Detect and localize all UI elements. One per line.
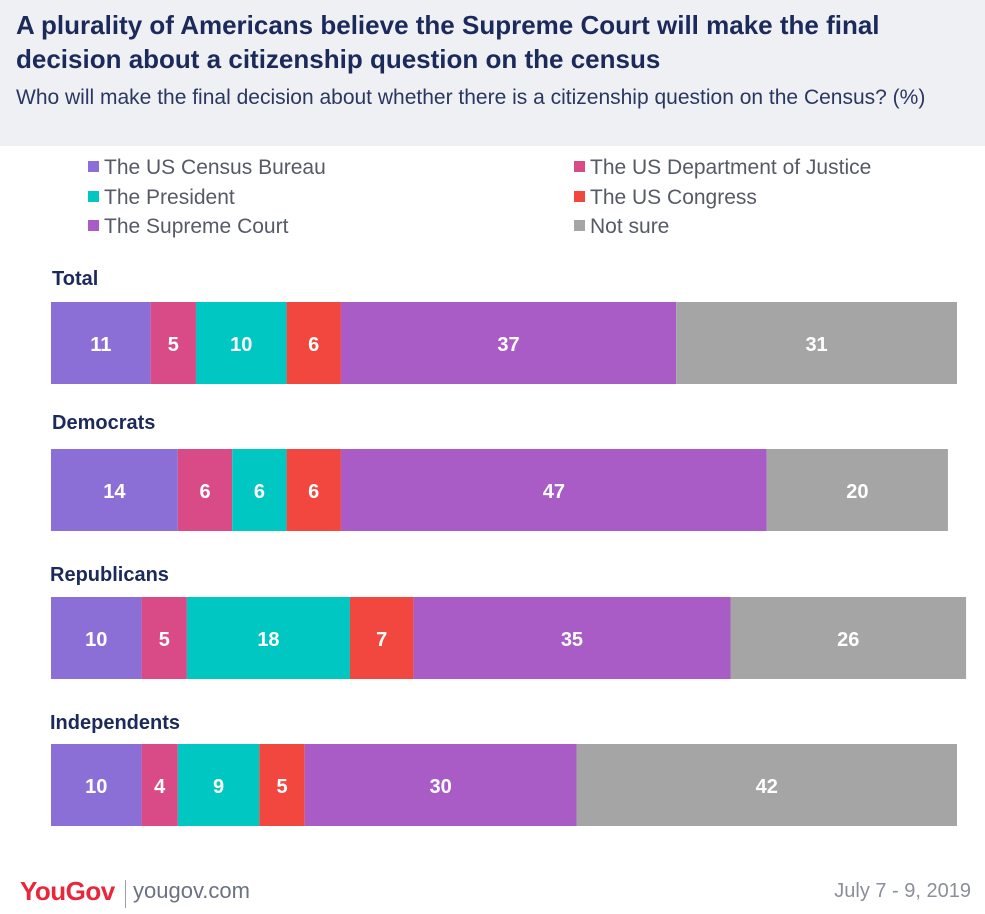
- legend-item-not-sure: Not sure: [574, 214, 669, 240]
- data-label: 20: [846, 481, 868, 503]
- bar-segment: [413, 597, 731, 679]
- bar-segment: [51, 449, 178, 531]
- data-label: 30: [429, 776, 451, 798]
- data-label: 26: [837, 629, 859, 651]
- legend-label: The President: [104, 186, 235, 209]
- data-label: 6: [199, 481, 210, 503]
- data-label: 31: [805, 334, 827, 356]
- data-label: 6: [254, 481, 265, 503]
- data-label: 5: [168, 334, 179, 356]
- footer-date: July 7 - 9, 2019: [834, 880, 971, 902]
- bar-segment: [141, 597, 187, 679]
- legend-swatch: [574, 220, 585, 231]
- bar-segment: [51, 597, 142, 679]
- footer-site: yougov.com: [133, 878, 250, 903]
- group-label-democrats: Democrats: [52, 412, 156, 434]
- legend-item-president: The President: [88, 185, 235, 211]
- chart-title: A plurality of Americans believe the Sup…: [16, 10, 880, 74]
- legend-swatch: [574, 161, 585, 172]
- data-label: 10: [230, 334, 252, 356]
- data-label: 37: [497, 334, 519, 356]
- legend-item-department-of-justice: The US Department of Justice: [574, 155, 871, 181]
- bar-segment: [576, 744, 957, 826]
- bar-segment: [340, 449, 767, 531]
- bar-segment: [340, 302, 677, 384]
- bar-segment: [150, 302, 196, 384]
- bar-segment: [286, 449, 341, 531]
- data-label: 7: [376, 629, 387, 651]
- bar-segment: [232, 449, 287, 531]
- bar-segment: [349, 597, 414, 679]
- chart-subtitle: Who will make the final decision about w…: [16, 86, 926, 109]
- data-label: 18: [257, 629, 279, 651]
- data-label: 11: [90, 334, 111, 356]
- data-label: 47: [543, 481, 565, 503]
- data-label: 42: [756, 776, 778, 798]
- bar-segment: [286, 302, 341, 384]
- bar-segment: [259, 744, 305, 826]
- legend-swatch: [574, 191, 585, 202]
- legend-item-supreme-court: The Supreme Court: [88, 214, 288, 240]
- bar-segment: [730, 597, 967, 679]
- bar-segment: [186, 597, 350, 679]
- data-label: 4: [154, 776, 166, 798]
- group-label-total: Total: [52, 268, 99, 290]
- legend-label: The US Congress: [590, 186, 757, 209]
- group-label-republicans: Republicans: [50, 564, 169, 586]
- bar-segment: [177, 744, 260, 826]
- bar-segment: [766, 449, 948, 531]
- bar-segment: [304, 744, 577, 826]
- yougov-logo: YouGov: [20, 876, 115, 906]
- legend-label: The US Census Bureau: [104, 156, 326, 179]
- bar-segment: [51, 744, 142, 826]
- bar-segment: [141, 744, 178, 826]
- data-label: 35: [561, 629, 583, 651]
- data-label: 10: [85, 776, 107, 798]
- legend-label: Not sure: [590, 215, 670, 238]
- bar-segment: [51, 302, 151, 384]
- data-label: 5: [159, 629, 170, 651]
- legend-swatch: [88, 161, 99, 172]
- data-label: 9: [213, 776, 224, 798]
- legend-item-census-bureau: The US Census Bureau: [88, 155, 326, 181]
- bar-segment: [195, 302, 287, 384]
- data-label: 10: [85, 629, 107, 651]
- bar-segment: [676, 302, 957, 384]
- legend-item-congress: The US Congress: [574, 185, 757, 211]
- legend-label: The US Department of Justice: [590, 156, 872, 179]
- data-label: 6: [308, 481, 319, 503]
- group-label-independents: Independents: [50, 712, 181, 734]
- legend-swatch: [88, 220, 99, 231]
- header-band: [0, 0, 985, 146]
- bar-segment: [177, 449, 233, 531]
- data-label: 14: [103, 481, 126, 503]
- footer-divider: [125, 880, 126, 908]
- legend-swatch: [88, 191, 99, 202]
- data-label: 6: [308, 334, 319, 356]
- data-label: 5: [276, 776, 287, 798]
- legend-label: The Supreme Court: [104, 215, 289, 238]
